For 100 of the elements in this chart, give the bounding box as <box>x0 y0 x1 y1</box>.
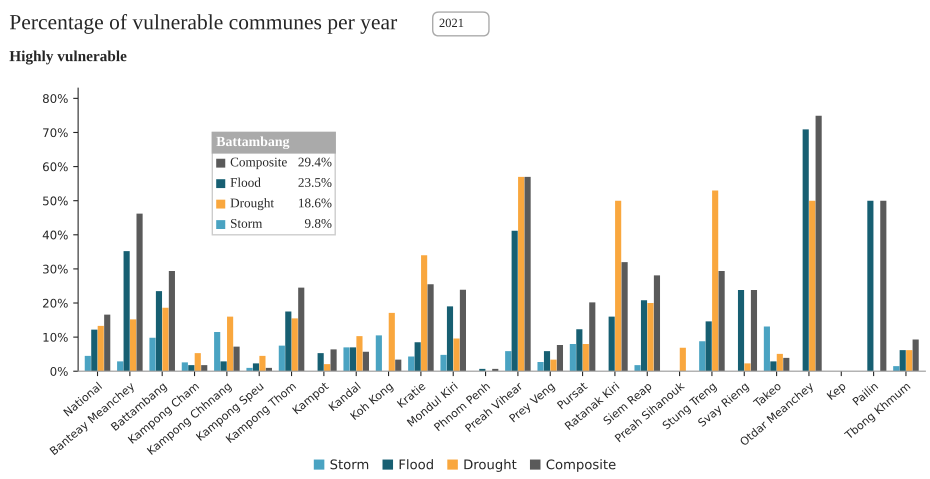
bar <box>259 356 266 372</box>
bar <box>168 270 175 372</box>
y-tick-label: 50% <box>43 196 68 206</box>
bar <box>712 190 718 372</box>
bar <box>809 200 816 372</box>
bar <box>201 365 208 372</box>
bar <box>318 353 324 372</box>
bar <box>524 176 531 372</box>
bar <box>764 326 770 372</box>
bar <box>298 288 304 372</box>
bar <box>91 330 98 372</box>
bar <box>900 350 906 372</box>
bar <box>408 356 414 372</box>
annotation: Flood <box>230 178 261 187</box>
bar <box>376 335 382 372</box>
bar <box>234 346 240 372</box>
bar <box>647 303 654 372</box>
bar <box>421 255 428 372</box>
bar <box>343 347 350 372</box>
annotation: 29.4% <box>298 158 332 167</box>
bar <box>362 352 369 372</box>
bar <box>544 351 550 372</box>
bar <box>640 300 648 372</box>
legend-label: Storm <box>330 459 368 470</box>
y-tick-label: 60% <box>42 162 68 172</box>
y-tick-label: 80% <box>42 94 68 104</box>
bar <box>512 230 518 372</box>
bar <box>194 353 201 372</box>
bar <box>453 338 460 372</box>
bar <box>460 290 466 372</box>
bar <box>156 291 162 372</box>
bar <box>446 306 454 372</box>
bar <box>188 365 194 372</box>
bar <box>292 318 298 372</box>
bar <box>440 354 447 372</box>
bar <box>615 200 622 372</box>
y-tick-label: 70% <box>43 128 68 138</box>
bar <box>867 200 874 372</box>
bar <box>608 316 615 372</box>
legend-label: Drought <box>464 459 516 472</box>
annotation: Drought <box>230 198 274 210</box>
bar <box>214 332 220 372</box>
bar <box>124 251 130 372</box>
text: 2021 <box>440 18 464 28</box>
bar <box>622 262 628 372</box>
bar <box>706 321 712 372</box>
legend-label: Flood <box>400 459 433 470</box>
bar <box>388 312 395 372</box>
y-tick-label: 20% <box>43 298 68 308</box>
bar <box>570 344 576 372</box>
bar <box>776 354 783 372</box>
bar <box>718 270 725 372</box>
bar <box>537 362 544 372</box>
bar <box>356 336 363 372</box>
bar <box>880 200 886 372</box>
bar <box>149 338 156 372</box>
bar <box>162 308 168 372</box>
bar <box>680 348 686 372</box>
bar <box>699 341 706 372</box>
annotation: 23.5% <box>298 178 332 187</box>
chart-title: Percentage of vulnerable communes per year <box>10 14 398 34</box>
annotation: 9.8% <box>304 218 332 228</box>
bar <box>278 346 285 372</box>
bar <box>893 366 900 372</box>
bar <box>550 360 557 372</box>
bar <box>912 340 919 372</box>
annotation: Storm <box>230 219 262 228</box>
bar <box>505 351 512 372</box>
annotation: Battambang <box>216 136 290 150</box>
bar <box>556 344 564 372</box>
annotation: Composite <box>230 158 287 170</box>
bar <box>84 356 91 372</box>
bar <box>414 342 421 372</box>
bar <box>654 275 660 372</box>
bar <box>130 319 136 372</box>
bar <box>906 350 912 372</box>
bar <box>582 344 589 372</box>
bar <box>227 316 234 372</box>
bar <box>816 116 822 372</box>
bar <box>518 176 524 372</box>
x-tick-label: Kep <box>826 382 848 402</box>
bar <box>783 358 790 372</box>
y-tick-label: 40% <box>42 230 68 240</box>
bar <box>395 360 402 372</box>
bar <box>589 302 596 372</box>
bar <box>98 326 104 372</box>
bar <box>285 312 292 372</box>
annotation: 18.6% <box>299 198 332 208</box>
y-tick-label: 30% <box>43 264 68 274</box>
y-tick-label: 0% <box>50 366 68 376</box>
bar <box>428 284 434 372</box>
bar <box>330 349 337 372</box>
bar <box>350 347 356 372</box>
y-tick-label: 10% <box>43 332 68 342</box>
chart-subtitle: Highly vulnerable <box>10 50 126 64</box>
bar <box>750 290 758 372</box>
bar <box>136 214 143 372</box>
bar <box>576 329 582 372</box>
bar <box>802 129 809 372</box>
bar <box>104 314 110 372</box>
